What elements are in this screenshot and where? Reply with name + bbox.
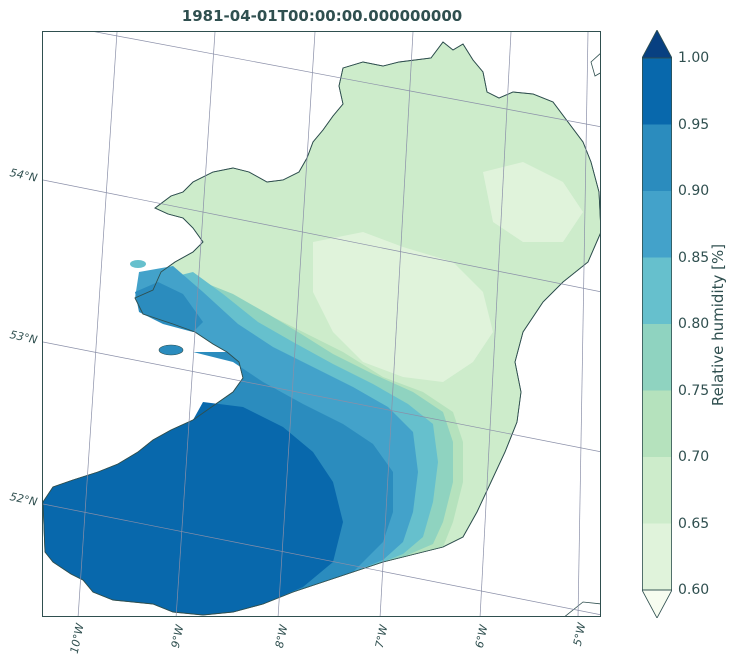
colorbar-tick-label: 1.00 <box>678 50 710 66</box>
map-svg <box>43 32 600 616</box>
lon-label-9w: 9°W <box>168 623 187 650</box>
band-060b <box>483 162 583 242</box>
graticule <box>43 32 600 616</box>
colorbar-label: Relative humidity [%] <box>709 243 727 407</box>
colorbar-tick-label: 0.60 <box>678 582 710 598</box>
lat-label-54n: 54°N <box>8 166 39 185</box>
colorbar-tick-label: 0.70 <box>678 449 710 465</box>
lon-label-6w: 6°W <box>472 623 491 650</box>
coastline <box>43 41 600 616</box>
colorbar-extend-top <box>642 30 672 59</box>
colorbar-band <box>642 124 672 192</box>
colorbar-band <box>642 191 672 258</box>
lon-label-10w: 10°W <box>67 622 87 655</box>
colorbar-band <box>642 457 672 524</box>
band-095-west <box>135 282 203 332</box>
colorbar-band <box>642 523 672 591</box>
map-panel <box>42 31 601 617</box>
colorbar-band <box>642 390 672 458</box>
colorbar-extend-bottom <box>642 589 672 618</box>
band-100 <box>43 402 343 615</box>
colorbar-tick-label: 0.85 <box>678 249 710 266</box>
colorbar-tick-label: 0.95 <box>678 116 710 133</box>
lat-label-53n: 53°N <box>8 328 39 347</box>
colorbar-tick-label: 0.75 <box>678 382 710 399</box>
colorbar <box>642 30 672 618</box>
island <box>158 344 184 356</box>
lon-label-5w: 5°W <box>570 621 589 648</box>
lat-label-52n: 52°N <box>8 490 39 509</box>
colorbar-outline <box>642 57 672 591</box>
colorbar-tick-label: 0.65 <box>678 515 710 532</box>
band-060 <box>313 232 493 382</box>
britain-coast-south <box>564 601 600 616</box>
colorbar-band <box>642 324 672 391</box>
plot-title: 1981-04-01T00:00:00.000000000 <box>181 7 463 25</box>
colorbar-tick-label: 0.90 <box>678 183 710 199</box>
lon-label-7w: 7°W <box>372 623 391 650</box>
colorbar-band <box>642 58 672 125</box>
colorbar-band <box>642 257 672 325</box>
britain-coast <box>590 53 600 77</box>
colorbar-tick-label: 0.80 <box>678 316 710 332</box>
lon-label-8w: 8°W <box>272 623 291 650</box>
island <box>130 260 146 268</box>
